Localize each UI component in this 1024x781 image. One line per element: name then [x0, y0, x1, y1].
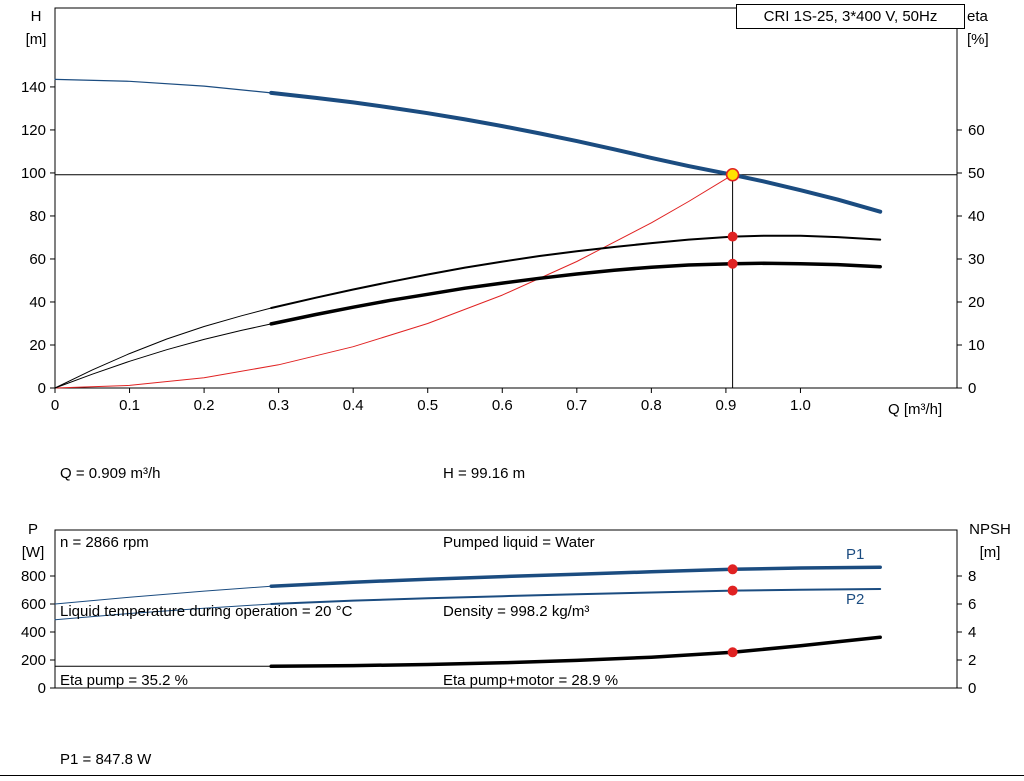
duty-eta-pump-text: Eta pump = 35.2 % [60, 672, 188, 689]
p1-value-text: P1 = 847.8 W [60, 751, 152, 768]
pump-title: CRI 1S-25, 3*400 V, 50Hz [763, 8, 938, 25]
right-axis-tick-label: 60 [968, 122, 985, 139]
x-axis-tick-label: 0.2 [194, 397, 215, 414]
x-axis-tick-label: 0.5 [417, 397, 438, 414]
x-axis-tick-label: 0.6 [492, 397, 513, 414]
duty-liquid-text: Pumped liquid = Water [443, 534, 595, 551]
eta-axis-label: eta [%] [967, 5, 1017, 51]
eta-pump-motor-curve [269, 261, 882, 326]
right-axis-tick-label: 4 [968, 624, 976, 641]
pump-title-box: CRI 1S-25, 3*400 V, 50Hz [736, 4, 965, 29]
x-axis-tick-label: 0.1 [119, 397, 140, 414]
left-axis-tick-label: 100 [21, 165, 46, 182]
power-axis-symbol: P [27, 521, 38, 538]
left-axis-tick-label: 40 [29, 294, 46, 311]
power-axis-label: P [W] [18, 518, 48, 564]
power-npsh-chart: 0 200 400 600 800 0 2 4 6 8 [21, 529, 976, 697]
left-axis-tick-label: 20 [29, 337, 46, 354]
head-curve [269, 90, 883, 214]
left-axis-tick-label: 800 [21, 568, 46, 585]
bottom-divider [0, 775, 1024, 776]
head-efficiency-chart-frame [54, 7, 958, 389]
eta-pump-motor-curve-low [54, 323, 272, 389]
p2-curve [270, 588, 882, 605]
duty-speed-text: n = 2866 rpm [60, 534, 149, 551]
right-axis-tick-label: 30 [968, 251, 985, 268]
p2-curve-low [54, 603, 272, 621]
power-axis-unit: [W] [21, 544, 45, 561]
duty-point [725, 167, 740, 182]
left-axis-tick-label: 600 [21, 596, 46, 613]
left-axis-tick-label: 0 [38, 680, 46, 697]
head-axis-symbol: H [30, 8, 42, 25]
duty-info-left-column: Q = 0.909 m³/h n = 2866 rpm Liquid tempe… [60, 416, 352, 738]
system-curve [54, 174, 734, 389]
x-axis-tick-label: 1.0 [790, 397, 811, 414]
head-axis-label: H [m] [21, 5, 51, 51]
left-axis-tick-label: 0 [38, 380, 46, 397]
head-curve-low [54, 78, 272, 94]
right-axis-tick-label: 50 [968, 165, 985, 182]
left-axis-tick-label: 200 [21, 652, 46, 669]
eta-axis-unit: [%] [967, 31, 989, 48]
left-axis-tick-label: 400 [21, 624, 46, 641]
right-axis-tick-label: 2 [968, 652, 976, 669]
eta-pump-point [727, 231, 738, 242]
left-axis-tick-label: 60 [29, 251, 46, 268]
duty-info-right-column: H = 99.16 m Pumped liquid = Water Densit… [443, 416, 618, 738]
left-axis-tick-label: 140 [21, 79, 46, 96]
eta-pump-curve [270, 234, 882, 309]
x-axis-tick-label: 0.4 [343, 397, 364, 414]
p1-point [727, 564, 738, 575]
left-axis-tick-label: 120 [21, 122, 46, 139]
npsh-curve [269, 635, 882, 669]
duty-liquid-temp-text: Liquid temperature during operation = 20… [60, 603, 353, 620]
duty-head-text: H = 99.16 m [443, 465, 526, 482]
p2-point [727, 585, 738, 596]
right-axis-tick-label: 6 [968, 596, 976, 613]
left-axis-tick-label: 80 [29, 208, 46, 225]
head-efficiency-chart: 0 20 40 60 80 100 120 140 0 10 20 30 40 50 60 0 0.1 0.2 0.… [21, 7, 985, 414]
duty-flow-text: Q = 0.909 m³/h [60, 465, 161, 482]
x-axis-tick-label: 0.7 [566, 397, 587, 414]
head-axis-unit: [m] [25, 31, 47, 48]
eta-pump-curve-low [54, 307, 272, 389]
eta-pump-motor-point [727, 258, 738, 269]
npsh-point [727, 647, 738, 658]
x-axis-tick-label: 0.8 [641, 397, 662, 414]
x-axis-tick-label: 0 [51, 397, 59, 414]
duty-eta-pump-motor-text: Eta pump+motor = 28.9 % [443, 672, 619, 689]
right-axis-tick-label: 10 [968, 337, 985, 354]
p1-curve-low [54, 585, 272, 605]
duty-density-text: Density = 998.2 kg/m³ [443, 603, 590, 620]
npsh-axis-label: NPSH [m] [962, 518, 1018, 564]
right-axis-tick-label: 40 [968, 208, 985, 225]
right-axis-tick-label: 0 [968, 380, 976, 397]
eta-axis-symbol: eta [967, 8, 988, 25]
p1-curve [269, 565, 882, 588]
p2-series-label: P2 [846, 591, 865, 608]
power-npsh-chart-frame [54, 529, 958, 689]
power-info-block: P1 = 847.8 W P2 = 695.8 W NPSH = 2.55 m [60, 702, 165, 781]
flow-axis-label: Q [m³/h] [888, 401, 943, 418]
right-axis-tick-label: 8 [968, 568, 976, 585]
x-axis-tick-label: 0.9 [715, 397, 736, 414]
npsh-axis-symbol: NPSH [969, 521, 1011, 538]
x-axis-tick-label: 0.3 [268, 397, 289, 414]
p1-series-label: P1 [846, 546, 865, 563]
npsh-axis-unit: [m] [979, 544, 1001, 561]
right-axis-tick-label: 0 [968, 680, 976, 697]
right-axis-tick-label: 20 [968, 294, 985, 311]
